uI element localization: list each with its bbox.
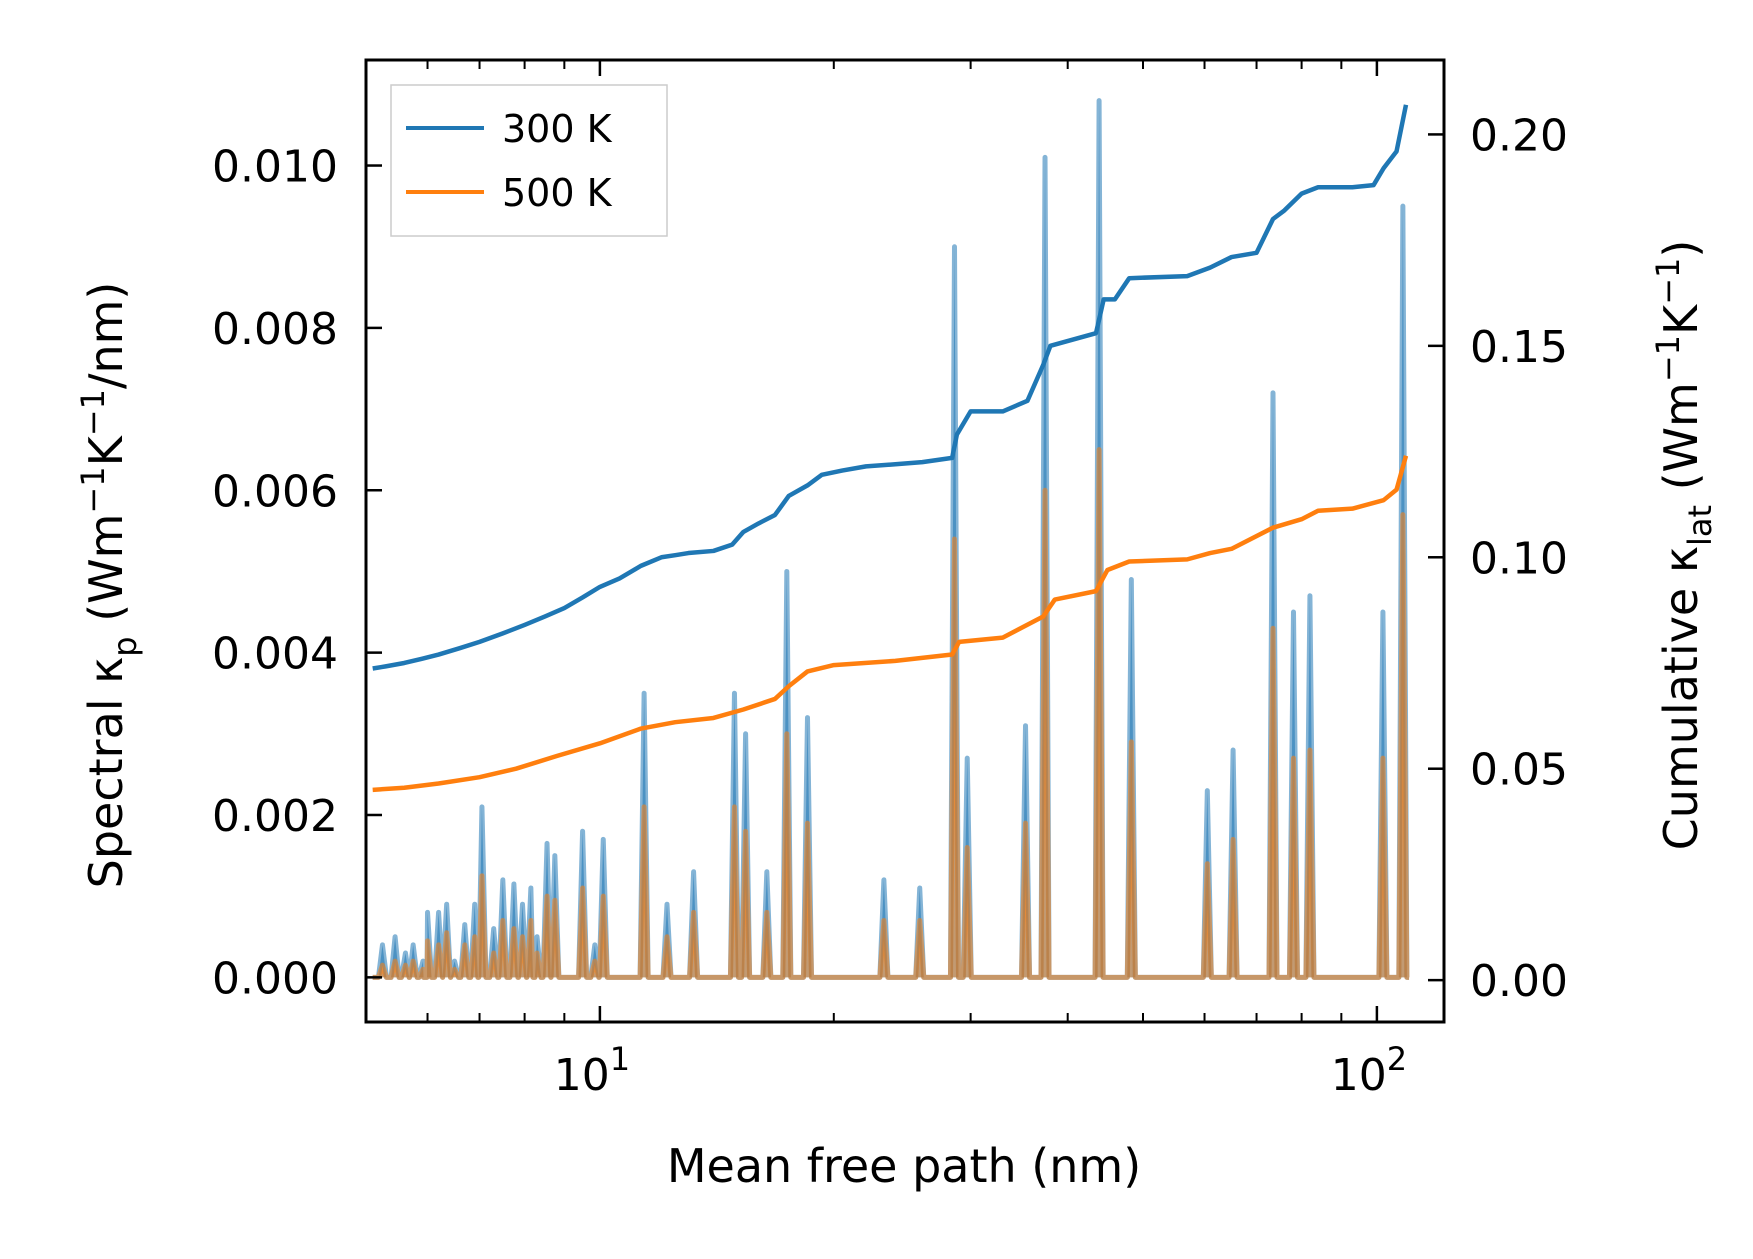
y-left-tick-label-3: 0.006 <box>212 466 338 517</box>
y-left-label-unit: (Wm <box>79 514 133 637</box>
y-right-tick-label-3: 0.15 <box>1470 322 1568 373</box>
y-right-label-sub: lat <box>1681 505 1719 546</box>
labels-layer: Mean free path (nm) Spectral κp (Wm−1K−1… <box>74 240 1719 1193</box>
y-left-tick-label-1: 0.002 <box>212 791 338 842</box>
y-left-label-sub: p <box>106 636 144 656</box>
x-tick-label-1: 102 <box>1331 1040 1407 1101</box>
y-right-label-prefix: Cumulative κ <box>1654 546 1708 850</box>
x-axis-label: Mean free path (nm) <box>667 1139 1141 1193</box>
y-left-label-mid: K <box>79 434 133 466</box>
legend: 300 K 500 K <box>391 85 667 236</box>
x-tick-label-base-0: 10 <box>554 1050 610 1101</box>
y-axis-label-right: Cumulative κlat (Wm−1K−1) <box>1649 240 1719 851</box>
x-tick-label-0: 101 <box>554 1040 630 1101</box>
y-left-label-prefix: Spectral κ <box>79 657 133 889</box>
x-tick-label-exp-0: 1 <box>610 1040 630 1078</box>
y-right-tick-label-2: 0.10 <box>1470 533 1568 584</box>
y-left-label-close: /nm) <box>79 282 133 389</box>
y-left-tick-label-2: 0.004 <box>212 629 338 680</box>
y-right-tick-label-0: 0.00 <box>1470 956 1568 1007</box>
y-axis-label-left: Spectral κp (Wm−1K−1/nm) <box>74 282 144 889</box>
y-left-tick-label-4: 0.008 <box>212 304 338 355</box>
y-right-tick-label-1: 0.05 <box>1470 745 1568 796</box>
x-tick-label-exp-1: 2 <box>1387 1040 1407 1078</box>
y-right-label-mid: K <box>1654 303 1708 335</box>
y-right-label-close: ) <box>1654 240 1708 258</box>
y-left-label-exp2: −1 <box>74 389 112 436</box>
y-left-label-exp1: −1 <box>74 466 112 513</box>
y-left-tick-label-0: 0.000 <box>212 953 338 1004</box>
y-right-label-exp2: −1 <box>1649 258 1687 305</box>
y-right-label-exp1: −1 <box>1649 335 1687 382</box>
legend-label-300k: 300 K <box>502 107 613 151</box>
x-tick-label-base-1: 10 <box>1331 1050 1387 1101</box>
y-right-label-unit: (Wm <box>1654 382 1708 505</box>
legend-label-500k: 500 K <box>502 171 613 215</box>
y-left-tick-label-5: 0.010 <box>212 142 338 193</box>
y-right-tick-label-4: 0.20 <box>1470 110 1568 161</box>
